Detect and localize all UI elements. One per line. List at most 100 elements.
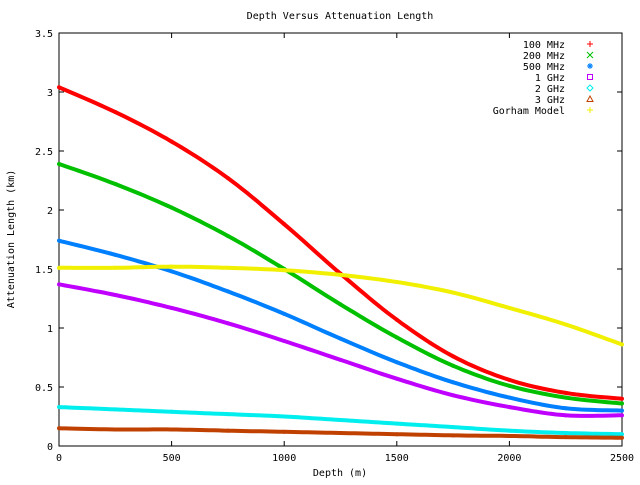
legend-marker (586, 51, 594, 59)
x-axis-label: Depth (m) (313, 468, 367, 479)
series-6-point (169, 264, 174, 269)
series-0-point (451, 354, 456, 359)
series-4-point (620, 432, 624, 437)
legend-marker (587, 63, 593, 69)
x-tick-label: 500 (163, 453, 181, 464)
series-3-point (282, 338, 287, 343)
series-2-point (225, 289, 230, 294)
series-3-point (113, 292, 118, 297)
series-3-point (563, 413, 568, 418)
series-3-point (507, 405, 512, 410)
series-6-point (507, 305, 512, 310)
series-1-point (394, 335, 399, 340)
series-4-point (394, 421, 399, 426)
series-2-point (394, 360, 399, 365)
series-4-point (169, 409, 174, 414)
series-4-point (113, 407, 118, 412)
series-6-point (282, 268, 287, 273)
series-0-line (58, 85, 623, 401)
series-1-point (563, 395, 568, 400)
series-1-point (507, 383, 512, 388)
series-4-point (451, 425, 456, 430)
y-tick-label: 3.5 (35, 29, 53, 40)
series-6-point (563, 322, 568, 327)
data-series (57, 85, 624, 440)
series-2-point (507, 395, 512, 400)
x-tick-label: 1000 (272, 453, 296, 464)
y-axis-label: Attenuation Length (km) (6, 170, 17, 308)
series-5-point (57, 426, 61, 431)
series-0-point (507, 377, 512, 382)
series-2-point (282, 311, 287, 316)
series-3-point (394, 376, 399, 381)
series-5-point (113, 427, 118, 432)
series-2-point (169, 269, 174, 274)
series-3-point (57, 282, 61, 287)
series-0-point (563, 390, 568, 395)
series-2-point (620, 408, 624, 413)
x-tick-label: 2000 (497, 453, 521, 464)
legend-label: 1 GHz (535, 73, 565, 84)
series-2-point (57, 238, 61, 243)
series-3-point (620, 413, 624, 418)
series-6-point (113, 265, 118, 270)
series-1-point (225, 233, 230, 238)
series-4-point (507, 428, 512, 433)
series-5-point (225, 428, 230, 433)
series-5-point (282, 429, 287, 434)
series-0-point (57, 85, 61, 90)
series-1-point (620, 401, 624, 406)
series-6-point (620, 342, 624, 347)
series-6-point (225, 265, 230, 270)
series-2-point (451, 380, 456, 385)
series-5-point (563, 435, 568, 440)
series-3-point (451, 393, 456, 398)
series-5-point (338, 431, 343, 436)
series-5-point (394, 432, 399, 437)
series-0-point (282, 222, 287, 227)
series-5-point (451, 433, 456, 438)
x-tick-label: 0 (56, 453, 62, 464)
series-1-point (113, 182, 118, 187)
series-3-point (338, 357, 343, 362)
legend-label: 200 MHz (523, 51, 565, 62)
series-2-point (563, 406, 568, 411)
x-tick-label: 2500 (610, 453, 634, 464)
chart-title: Depth Versus Attenuation Length (247, 11, 434, 22)
series-0-point (169, 139, 174, 144)
y-tick-label: 0 (47, 442, 53, 453)
series-6-point (451, 290, 456, 295)
series-1-line (58, 162, 623, 406)
series-5-point (169, 427, 174, 432)
series-0-point (113, 110, 118, 115)
series-6-point (338, 272, 343, 277)
series-3-point (169, 305, 174, 310)
series-5-point (507, 433, 512, 438)
series-5-point (620, 435, 624, 440)
legend-label: 2 GHz (535, 84, 565, 95)
series-3-point (225, 321, 230, 326)
legend-label: 3 GHz (535, 95, 565, 106)
legend-marker (587, 107, 593, 113)
legend-label: 100 MHz (523, 40, 565, 51)
x-axis-ticks: 0 500 1000 1500 2000 2500 (56, 33, 634, 464)
series-6-point (57, 265, 61, 270)
series-1-point (57, 161, 61, 166)
series-0-point (394, 317, 399, 322)
series-4-point (57, 405, 61, 410)
y-tick-label: 3 (47, 88, 53, 99)
series-0-point (225, 176, 230, 181)
legend-marker (587, 74, 593, 80)
legend-marker (586, 84, 594, 92)
series-4-point (338, 418, 343, 423)
series-4-point (225, 412, 230, 417)
series-2-point (113, 252, 118, 257)
y-tick-label: 0.5 (35, 383, 53, 394)
series-1-point (169, 205, 174, 210)
y-tick-label: 2 (47, 206, 53, 217)
series-0-point (620, 396, 624, 401)
y-tick-label: 2.5 (35, 147, 53, 158)
